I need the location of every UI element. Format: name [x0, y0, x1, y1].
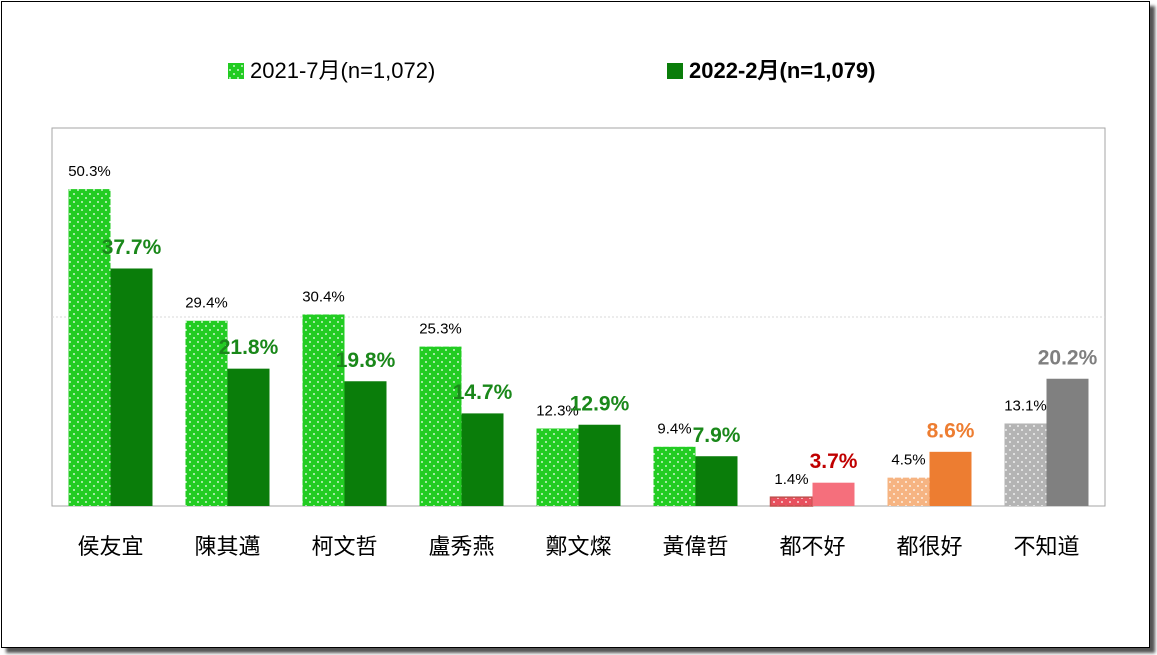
- legend-swatch: [228, 63, 244, 79]
- value-label: 20.2%: [1038, 346, 1098, 369]
- x-tick-label: 陳其邁: [194, 534, 260, 559]
- bar: [68, 189, 111, 507]
- value-label: 29.4%: [185, 295, 228, 312]
- value-label: 19.8%: [336, 349, 396, 372]
- bar: [1046, 378, 1089, 506]
- bar: [419, 346, 462, 506]
- bar: [110, 268, 153, 506]
- legend-swatch: [667, 63, 683, 79]
- x-tick-label: 鄭文燦: [545, 534, 611, 559]
- bar: [695, 456, 738, 506]
- bar: [653, 446, 696, 506]
- x-tick-label: 不知道: [1013, 534, 1079, 559]
- value-label: 12.9%: [570, 392, 630, 415]
- bar: [812, 482, 855, 506]
- bar: [769, 496, 814, 507]
- x-tick-label: 盧秀燕: [428, 534, 494, 559]
- bar: [185, 320, 228, 506]
- value-label: 12.3%: [536, 402, 579, 419]
- bar: [344, 381, 387, 506]
- value-label: 9.4%: [657, 421, 691, 438]
- value-label: 13.1%: [1004, 397, 1047, 414]
- x-tick-label: 黃偉哲: [662, 534, 728, 559]
- value-label: 25.3%: [419, 321, 462, 338]
- value-label: 37.7%: [102, 236, 162, 259]
- value-label: 30.4%: [302, 288, 345, 305]
- value-label: 7.9%: [693, 424, 741, 447]
- value-label: 21.8%: [219, 336, 279, 359]
- legend-label: 2022-2月(n=1,079): [689, 58, 876, 83]
- bar: [887, 477, 930, 506]
- bar: [227, 368, 270, 506]
- value-label: 3.7%: [810, 450, 858, 473]
- value-label: 1.4%: [774, 471, 808, 488]
- bar: [536, 428, 579, 506]
- bar: [302, 314, 345, 506]
- x-tick-label: 都很好: [896, 534, 962, 559]
- bar: [461, 413, 504, 506]
- x-tick-label: 都不好: [779, 534, 845, 559]
- value-label: 50.3%: [68, 163, 111, 180]
- value-label: 4.5%: [891, 452, 925, 469]
- bar: [929, 451, 972, 506]
- value-label: 8.6%: [927, 419, 975, 442]
- legend-label: 2021-7月(n=1,072): [250, 58, 435, 83]
- x-tick-label: 侯友宜: [77, 534, 143, 559]
- value-label: 14.7%: [453, 381, 513, 404]
- bar: [578, 424, 621, 506]
- bar: [1004, 423, 1047, 506]
- x-tick-label: 柯文哲: [311, 534, 377, 559]
